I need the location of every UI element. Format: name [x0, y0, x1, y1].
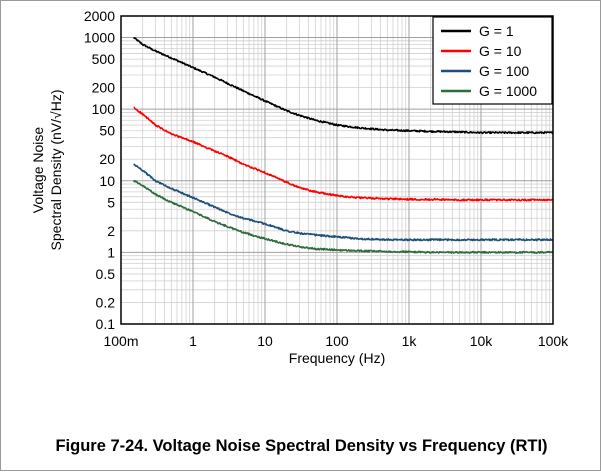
y-tick-label: 1000	[84, 30, 115, 46]
plot-border	[120, 15, 554, 325]
series-line	[132, 179, 554, 254]
y-tick-label: 100	[92, 101, 116, 117]
y-tick-label: 0.5	[96, 266, 116, 282]
series-lines	[132, 36, 554, 254]
y-tick-label: 500	[92, 51, 116, 67]
y-axis-title-line2: Spectral Density (nV/√Hz)	[48, 90, 64, 251]
legend-label: G = 1	[479, 23, 514, 39]
y-tick-label: 2	[107, 223, 115, 239]
x-tick-label: 1	[189, 333, 197, 349]
x-axis-title: Frequency (Hz)	[289, 350, 385, 366]
figure-caption: Figure 7-24. Voltage Noise Spectral Dens…	[55, 437, 548, 455]
y-tick-label: 0.2	[96, 294, 116, 310]
x-tick-label: 10k	[470, 333, 494, 349]
x-tick-label: 1k	[402, 333, 418, 349]
series-line	[133, 106, 554, 202]
x-tick-labels: 100m 1 10 100 1k 10k 100k	[103, 333, 569, 349]
x-tick-label: 100m	[103, 333, 138, 349]
x-tick-label: 100	[325, 333, 349, 349]
y-tick-label: 5	[107, 194, 115, 210]
y-tick-label: 2000	[84, 8, 115, 24]
y-tick-label: 200	[92, 80, 116, 96]
y-tick-label: 1	[107, 244, 115, 260]
series-line	[133, 163, 554, 242]
legend-label: G = 100	[479, 63, 529, 79]
legend: G = 1 G = 10 G = 100 G = 1000	[432, 16, 553, 105]
y-tick-labels: 2000 1000 500 200 100 50 20 10 5 2 1 0.5 0.2 0.1	[84, 8, 115, 332]
y-axis-title-line1: Voltage Noise	[30, 127, 46, 214]
x-tick-label: 100k	[538, 333, 569, 349]
x-tick-label: 10	[257, 333, 273, 349]
y-tick-label: 10	[99, 173, 115, 189]
legend-label: G = 10	[479, 43, 522, 59]
y-tick-label: 50	[99, 123, 115, 139]
y-tick-label: 0.1	[96, 316, 116, 332]
y-tick-label: 20	[99, 151, 115, 167]
legend-label: G = 1000	[479, 83, 537, 99]
series-line	[133, 36, 554, 135]
